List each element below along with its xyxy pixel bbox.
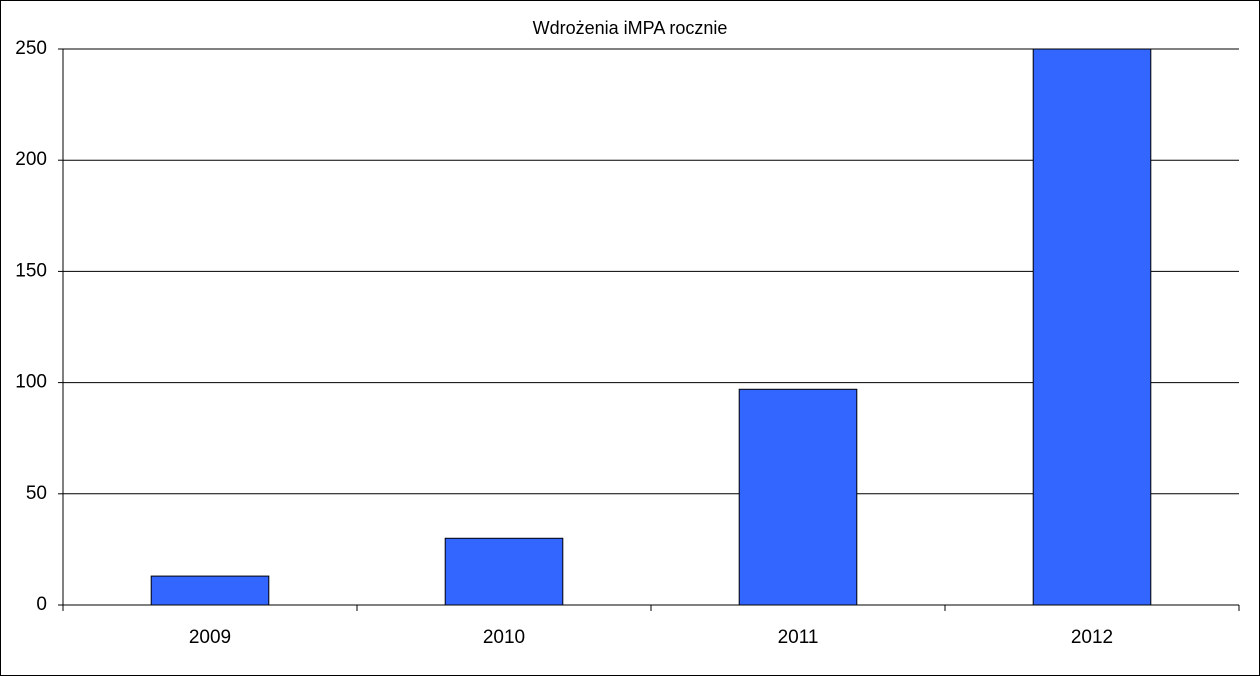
bar xyxy=(150,575,270,606)
y-tick-label: 100 xyxy=(15,372,47,393)
x-tick-label: 2012 xyxy=(1071,627,1113,648)
y-tick-label: 250 xyxy=(15,38,47,59)
x-tick-label: 2011 xyxy=(778,627,819,648)
bar xyxy=(1032,48,1152,606)
bar xyxy=(444,537,564,606)
y-tick-label: 50 xyxy=(26,483,47,504)
bar xyxy=(738,388,858,606)
y-tick-label: 200 xyxy=(15,149,47,170)
y-tick-label: 0 xyxy=(36,594,47,615)
chart-title: Wdrożenia iMPA rocznie xyxy=(533,18,728,38)
x-tick-label: 2010 xyxy=(483,627,525,648)
y-tick-label: 150 xyxy=(15,260,47,281)
x-tick-label: 2009 xyxy=(189,627,231,648)
